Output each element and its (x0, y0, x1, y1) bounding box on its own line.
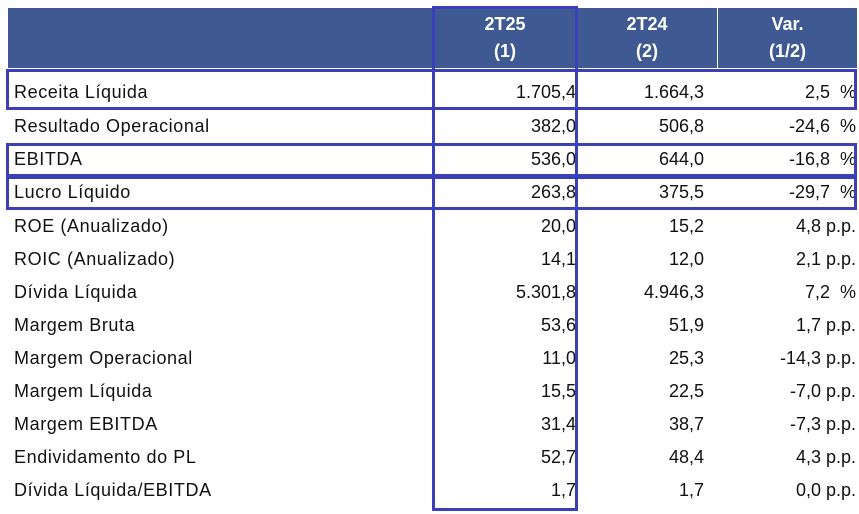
table-row: Margem EBITDA 31,4 38,7 -7,3 p.p. (8, 408, 857, 441)
value-2t25: 382,0 (530, 116, 576, 136)
header-2t25-period: 2T25 (484, 14, 526, 34)
value-2t24: 38,7 (668, 414, 704, 434)
value-variation: -24,6 % (788, 116, 856, 136)
value-variation: 2,1 p.p. (795, 249, 856, 269)
header-2t24-period: 2T24 (626, 14, 668, 34)
header-variation-label: Var. (771, 14, 804, 34)
row-label: Margem Líquida (14, 381, 153, 401)
table-row: ROE (Anualizado) 20,0 15,2 4,8 p.p. (8, 210, 857, 243)
value-2t25: 5.301,8 (515, 282, 576, 302)
header-2t25: 2T25 (1) (434, 8, 576, 68)
header-2t25-index: (1) (494, 41, 516, 61)
table-row: Resultado Operacional 382,0 506,8 -24,6 % (8, 110, 857, 143)
table-row: Margem Bruta 53,6 51,9 1,7 p.p. (8, 309, 857, 342)
value-variation: -7,3 p.p. (789, 414, 856, 434)
header-2t24-index: (2) (636, 41, 658, 61)
value-variation: -14,3 p.p. (779, 348, 856, 368)
value-2t24: 48,4 (668, 447, 704, 467)
row-label: EBITDA (14, 149, 83, 169)
value-2t25: 15,5 (540, 381, 576, 401)
value-2t25: 536,0 (530, 149, 576, 169)
row-label: Endividamento do PL (14, 447, 197, 467)
row-label: ROE (Anualizado) (14, 216, 169, 236)
value-2t24: 51,9 (668, 315, 704, 335)
value-2t25: 1.705,4 (515, 82, 576, 102)
value-2t24: 25,3 (668, 348, 704, 368)
table-row: Endividamento do PL 52,7 48,4 4,3 p.p. (8, 441, 857, 474)
value-variation: -29,7 % (788, 182, 856, 202)
value-2t24: 1,7 (678, 480, 704, 500)
value-2t24: 12,0 (668, 249, 704, 269)
value-variation: 0,0 p.p. (795, 480, 856, 500)
value-2t25: 53,6 (540, 315, 576, 335)
header-variation: Var. (1/2) (718, 8, 857, 68)
table-row: Dívida Líquida/EBITDA 1,7 1,7 0,0 p.p. (8, 474, 857, 507)
table-row: EBITDA 536,0 644,0 -16,8 % (8, 143, 857, 176)
value-variation: 2,5 % (804, 82, 856, 102)
header-variation-formula: (1/2) (768, 41, 806, 61)
row-label: Lucro Líquido (14, 182, 131, 202)
value-2t24: 1.664,3 (643, 82, 704, 102)
value-2t25: 31,4 (540, 414, 576, 434)
value-variation: 7,2 % (804, 282, 856, 302)
value-variation: -16,8 % (788, 149, 856, 169)
value-2t25: 52,7 (540, 447, 576, 467)
value-variation: -7,0 p.p. (789, 381, 856, 401)
value-variation: 4,3 p.p. (795, 447, 856, 467)
table-row: Dívida Líquida 5.301,8 4.946,3 7,2 % (8, 276, 857, 309)
header-2t24: 2T24 (2) (577, 8, 717, 68)
row-label: Dívida Líquida/EBITDA (14, 480, 212, 500)
value-2t25: 11,0 (542, 348, 576, 368)
row-label: ROIC (Anualizado) (14, 249, 176, 269)
row-label: Resultado Operacional (14, 116, 210, 136)
value-2t24: 644,0 (658, 149, 704, 169)
value-2t25: 263,8 (530, 182, 576, 202)
row-label: Margem Bruta (14, 315, 136, 335)
row-label: Dívida Líquida (14, 282, 138, 302)
row-label: Margem EBITDA (14, 414, 158, 434)
row-label: Margem Operacional (14, 348, 193, 368)
value-2t25: 14,1 (540, 249, 576, 269)
value-2t24: 4.946,3 (643, 282, 704, 302)
value-2t24: 15,2 (668, 216, 704, 236)
header-divider (717, 8, 718, 68)
table-row: ROIC (Anualizado) 14,1 12,0 2,1 p.p. (8, 243, 857, 276)
value-variation: 4,8 p.p. (795, 216, 856, 236)
value-2t24: 506,8 (658, 116, 704, 136)
table-row: Margem Líquida 15,5 22,5 -7,0 p.p. (8, 375, 857, 408)
table-row: Lucro Líquido 263,8 375,5 -29,7 % (8, 176, 857, 209)
value-variation: 1,7 p.p. (795, 315, 856, 335)
table-row: Receita Líquida 1.705,4 1.664,3 2,5 % (8, 76, 857, 109)
table-row: Margem Operacional 11,0 25,3 -14,3 p.p. (8, 342, 857, 375)
value-2t25: 20,0 (540, 216, 576, 236)
row-label: Receita Líquida (14, 82, 149, 102)
value-2t24: 375,5 (658, 182, 704, 202)
value-2t25: 1,7 (550, 480, 576, 500)
value-2t24: 22,5 (668, 381, 704, 401)
